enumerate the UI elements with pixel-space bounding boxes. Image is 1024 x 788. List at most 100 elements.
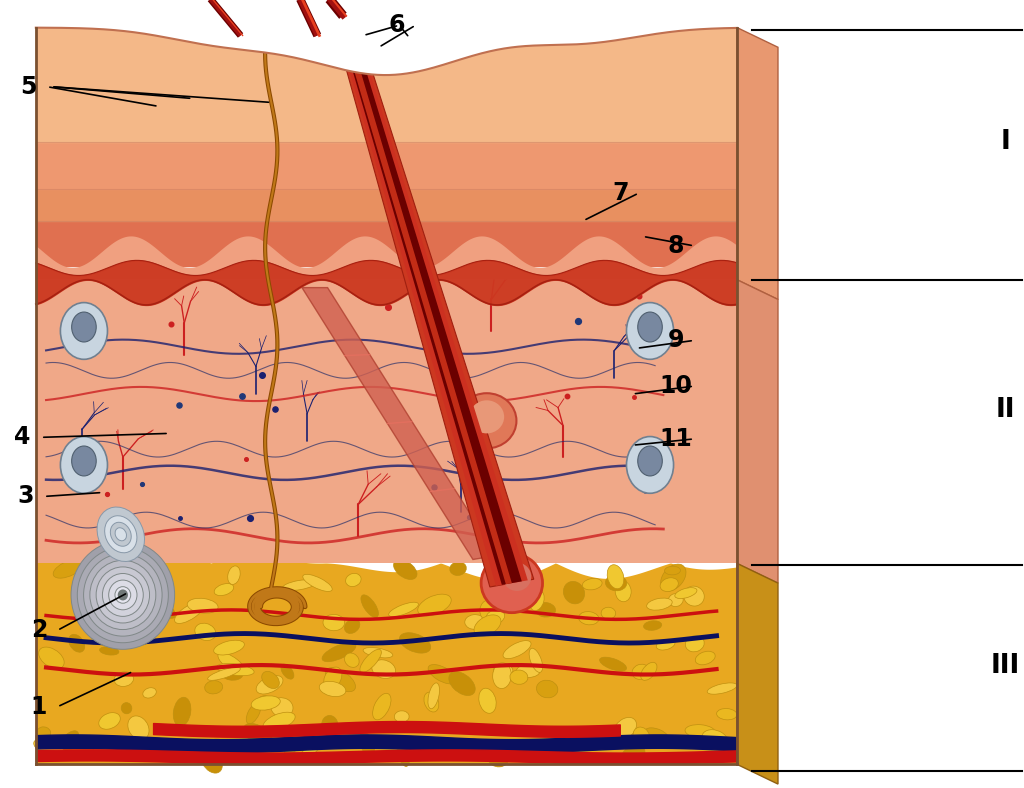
Ellipse shape: [214, 584, 233, 596]
Ellipse shape: [71, 541, 175, 649]
Ellipse shape: [201, 749, 222, 773]
Ellipse shape: [118, 589, 128, 600]
Ellipse shape: [373, 693, 391, 720]
Ellipse shape: [216, 663, 254, 675]
Ellipse shape: [37, 727, 50, 738]
Ellipse shape: [372, 660, 395, 678]
Ellipse shape: [344, 619, 359, 634]
Ellipse shape: [717, 708, 737, 720]
Ellipse shape: [344, 653, 359, 667]
Ellipse shape: [457, 393, 516, 448]
Ellipse shape: [601, 608, 615, 619]
Text: 11: 11: [659, 427, 692, 451]
Ellipse shape: [146, 597, 175, 619]
Ellipse shape: [492, 572, 514, 589]
Ellipse shape: [469, 400, 504, 433]
Ellipse shape: [503, 641, 531, 659]
Ellipse shape: [510, 670, 528, 684]
Ellipse shape: [174, 602, 204, 623]
Ellipse shape: [627, 303, 674, 359]
Ellipse shape: [142, 688, 157, 698]
Ellipse shape: [359, 733, 375, 756]
Ellipse shape: [428, 683, 439, 708]
Ellipse shape: [607, 565, 624, 589]
Ellipse shape: [326, 667, 355, 692]
Polygon shape: [36, 0, 737, 75]
Ellipse shape: [96, 567, 150, 623]
Text: 5: 5: [20, 75, 37, 98]
Ellipse shape: [397, 741, 410, 767]
Text: II: II: [995, 397, 1015, 422]
Ellipse shape: [360, 595, 379, 618]
Ellipse shape: [563, 582, 585, 604]
Ellipse shape: [244, 723, 272, 746]
Ellipse shape: [78, 547, 168, 643]
Ellipse shape: [393, 559, 417, 579]
Ellipse shape: [173, 697, 190, 727]
Text: 1: 1: [31, 695, 47, 719]
Ellipse shape: [646, 598, 672, 610]
Ellipse shape: [450, 562, 466, 575]
Ellipse shape: [685, 636, 705, 652]
Ellipse shape: [428, 664, 457, 684]
Polygon shape: [737, 280, 778, 583]
Ellipse shape: [722, 737, 736, 754]
Ellipse shape: [701, 730, 728, 749]
Ellipse shape: [218, 652, 246, 675]
Ellipse shape: [303, 574, 332, 592]
Ellipse shape: [660, 564, 686, 591]
Ellipse shape: [212, 739, 234, 749]
Ellipse shape: [98, 712, 120, 729]
Ellipse shape: [579, 611, 599, 625]
Ellipse shape: [130, 630, 151, 645]
Ellipse shape: [195, 623, 216, 641]
Ellipse shape: [516, 664, 540, 678]
Ellipse shape: [58, 730, 79, 754]
Ellipse shape: [323, 615, 345, 630]
Ellipse shape: [319, 682, 346, 697]
Ellipse shape: [345, 574, 361, 586]
Ellipse shape: [115, 671, 133, 686]
Ellipse shape: [583, 578, 602, 590]
Ellipse shape: [622, 745, 645, 764]
Ellipse shape: [660, 578, 678, 592]
Ellipse shape: [394, 711, 410, 723]
Ellipse shape: [529, 590, 544, 611]
Text: 2: 2: [31, 619, 47, 642]
Text: 6: 6: [389, 13, 406, 37]
Ellipse shape: [461, 738, 479, 756]
Ellipse shape: [481, 553, 543, 613]
Ellipse shape: [685, 725, 715, 738]
Ellipse shape: [656, 639, 675, 650]
Ellipse shape: [568, 735, 587, 748]
Ellipse shape: [479, 688, 497, 713]
Text: 7: 7: [612, 181, 629, 205]
Ellipse shape: [638, 312, 663, 342]
Ellipse shape: [34, 739, 66, 757]
Ellipse shape: [641, 663, 657, 680]
Ellipse shape: [537, 680, 558, 698]
Ellipse shape: [485, 610, 505, 624]
Ellipse shape: [99, 647, 119, 655]
Ellipse shape: [53, 559, 84, 578]
Polygon shape: [337, 15, 522, 585]
Ellipse shape: [270, 697, 293, 717]
Ellipse shape: [503, 563, 531, 591]
Ellipse shape: [299, 741, 322, 760]
Polygon shape: [36, 547, 737, 764]
Ellipse shape: [529, 649, 543, 672]
Ellipse shape: [72, 312, 96, 342]
Polygon shape: [302, 288, 497, 559]
Ellipse shape: [72, 446, 96, 476]
Ellipse shape: [257, 696, 272, 710]
Ellipse shape: [104, 516, 137, 552]
Ellipse shape: [115, 586, 131, 604]
Ellipse shape: [665, 567, 681, 575]
Polygon shape: [334, 14, 527, 586]
Ellipse shape: [643, 621, 662, 630]
Ellipse shape: [684, 586, 705, 606]
Ellipse shape: [115, 528, 127, 541]
Ellipse shape: [262, 671, 280, 689]
Ellipse shape: [449, 671, 475, 696]
Ellipse shape: [60, 437, 108, 493]
